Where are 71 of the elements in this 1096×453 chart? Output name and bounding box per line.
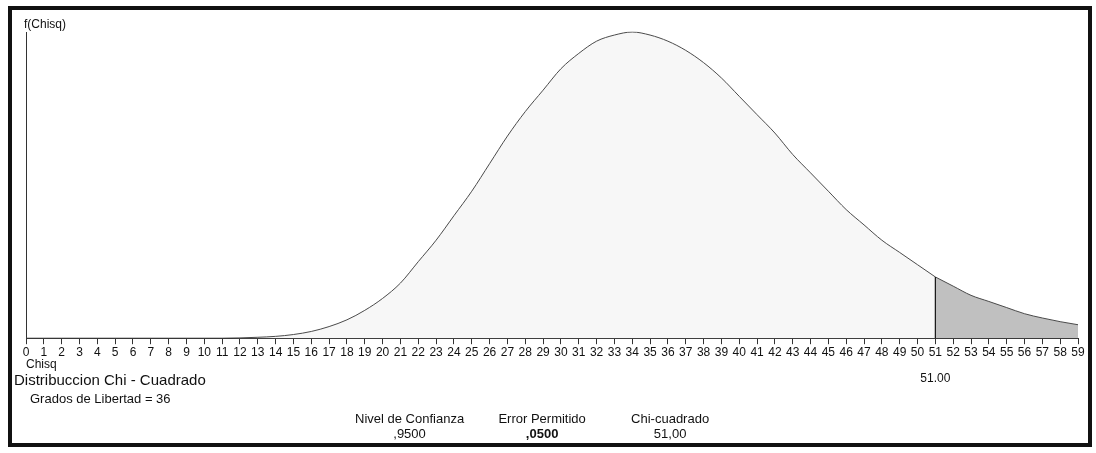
x-tick-label: 29 (536, 344, 551, 359)
x-tick-label: 37 (679, 344, 693, 359)
x-tick-label: 55 (1000, 344, 1014, 359)
x-tick-label: 30 (554, 344, 568, 359)
x-tick-label: 27 (500, 344, 515, 359)
x-tick-label: 33 (607, 344, 622, 359)
x-tick-label: 36 (661, 344, 675, 359)
text: ,9500 (392, 426, 427, 441)
x-tick-label: 18 (340, 344, 354, 359)
x-tick-label: 51 (928, 344, 943, 359)
ref-line-label: 51.00 (920, 370, 951, 385)
x-tick-label: 7 (147, 344, 155, 359)
x-tick-label: 53 (964, 344, 979, 359)
x-tick-label: 58 (1053, 344, 1068, 359)
x-tick-label: 45 (821, 344, 836, 359)
x-tick-label: 16 (304, 344, 319, 359)
x-tick-label: 26 (482, 344, 497, 359)
x-tick-label: 34 (625, 344, 640, 359)
x-tick-label: 21 (393, 344, 408, 359)
x-tick-label: 35 (643, 344, 658, 359)
x-tick-label: 47 (857, 344, 872, 359)
text: ,0500 (524, 426, 560, 441)
x-tick-label: 57 (1035, 344, 1050, 359)
x-tick-label: 23 (429, 344, 444, 359)
text: 51,00 (652, 426, 688, 441)
x-tick-label: 52 (946, 344, 961, 359)
x-tick-label: 56 (1017, 344, 1032, 359)
x-tick-label: 38 (696, 344, 711, 359)
x-tick-label: 25 (465, 344, 479, 359)
x-tick-label: 42 (768, 344, 782, 359)
x-tick-label: 31 (572, 344, 586, 359)
text: Grados de Libertad = 36 (30, 391, 171, 406)
x-axis-title: Chisq (26, 357, 57, 372)
x-tick-label: 41 (750, 344, 765, 359)
x-tick-label: 24 (447, 344, 461, 359)
x-tick-label: 49 (893, 344, 907, 359)
x-tick-label: 39 (714, 344, 729, 359)
x-tick-label: 8 (165, 344, 173, 359)
x-tick-label: 22 (411, 344, 426, 359)
x-tick-label: 6 (129, 344, 137, 359)
x-tick-label: 50 (910, 344, 925, 359)
x-tick-label: 15 (286, 344, 301, 359)
x-tick-label: 11 (215, 344, 229, 359)
x-tick-label: 46 (839, 344, 854, 359)
x-tick-label: 0 (22, 344, 30, 359)
text: Chi-cuadrado (630, 411, 711, 426)
x-tick-label: 28 (518, 344, 533, 359)
x-tick-label: 32 (589, 344, 604, 359)
x-tick-label: 9 (183, 344, 191, 359)
x-tick-label: 19 (358, 344, 372, 359)
text: Error Permitido (497, 411, 587, 426)
x-tick-label: 40 (732, 344, 747, 359)
x-tick-label: 4 (93, 344, 101, 359)
y-axis-title: f(Chisq) (24, 17, 67, 32)
x-tick-label: 44 (803, 344, 818, 359)
text: Nivel de Confianza (355, 411, 465, 426)
x-tick-label: 12 (233, 344, 247, 359)
x-tick-label: 14 (268, 344, 283, 359)
x-tick-label: 13 (251, 344, 265, 359)
x-tick-label: 20 (375, 344, 390, 359)
x-tick-label: 17 (322, 344, 337, 359)
x-tick-label: 2 (58, 344, 66, 359)
x-tick-label: 43 (786, 344, 800, 359)
x-tick-label: 10 (197, 344, 212, 359)
x-tick-label: 5 (111, 344, 119, 359)
x-tick-label: 1 (40, 344, 48, 359)
x-tick-label: 3 (76, 344, 84, 359)
text: Distribuccion Chi - Cuadrado (14, 371, 206, 388)
x-tick-label: 59 (1071, 344, 1085, 359)
x-tick-label: 54 (982, 344, 996, 359)
x-tick-label: 48 (875, 344, 889, 359)
